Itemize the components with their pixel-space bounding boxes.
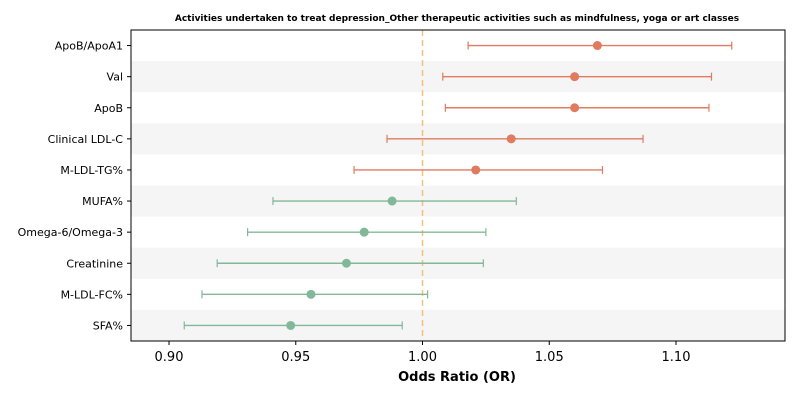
category-label: Creatinine bbox=[66, 257, 123, 270]
y-axis-labels: ApoB/ApoA1 Val ApoB Clinical LDL-C M-LDL-TG%… bbox=[18, 40, 131, 332]
or-point bbox=[306, 289, 316, 299]
or-point bbox=[341, 258, 351, 268]
or-point bbox=[387, 196, 397, 206]
x-tick-label: 1.00 bbox=[408, 350, 437, 365]
plot-frame bbox=[130, 29, 786, 342]
category-label: Val bbox=[107, 71, 123, 84]
x-axis: 0.90 0.95 1.00 1.05 1.10 bbox=[155, 341, 691, 365]
category-label: M-LDL-FC% bbox=[61, 288, 123, 301]
or-point bbox=[570, 103, 580, 113]
x-tick-label: 0.90 bbox=[155, 350, 184, 365]
category-label: ApoB/ApoA1 bbox=[55, 40, 123, 53]
category-label: ApoB bbox=[94, 102, 123, 115]
category-label: Omega-6/Omega-3 bbox=[18, 226, 123, 239]
category-label: Clinical LDL-C bbox=[48, 133, 124, 146]
or-point bbox=[570, 72, 580, 82]
x-tick-label: 1.10 bbox=[662, 350, 691, 365]
chart-title: Activities undertaken to treat depressio… bbox=[175, 14, 739, 24]
or-point bbox=[506, 134, 516, 144]
category-label: M-LDL-TG% bbox=[60, 164, 123, 177]
category-label: MUFA% bbox=[82, 195, 123, 208]
data-marks bbox=[183, 41, 733, 330]
or-point bbox=[592, 41, 602, 51]
or-point bbox=[471, 165, 481, 175]
category-label: SFA% bbox=[93, 319, 123, 332]
x-axis-label: Odds Ratio (OR) bbox=[398, 370, 516, 385]
or-point bbox=[359, 227, 369, 237]
or-point bbox=[286, 320, 296, 330]
x-tick-label: 1.05 bbox=[535, 350, 564, 365]
x-tick-label: 0.95 bbox=[281, 350, 310, 365]
